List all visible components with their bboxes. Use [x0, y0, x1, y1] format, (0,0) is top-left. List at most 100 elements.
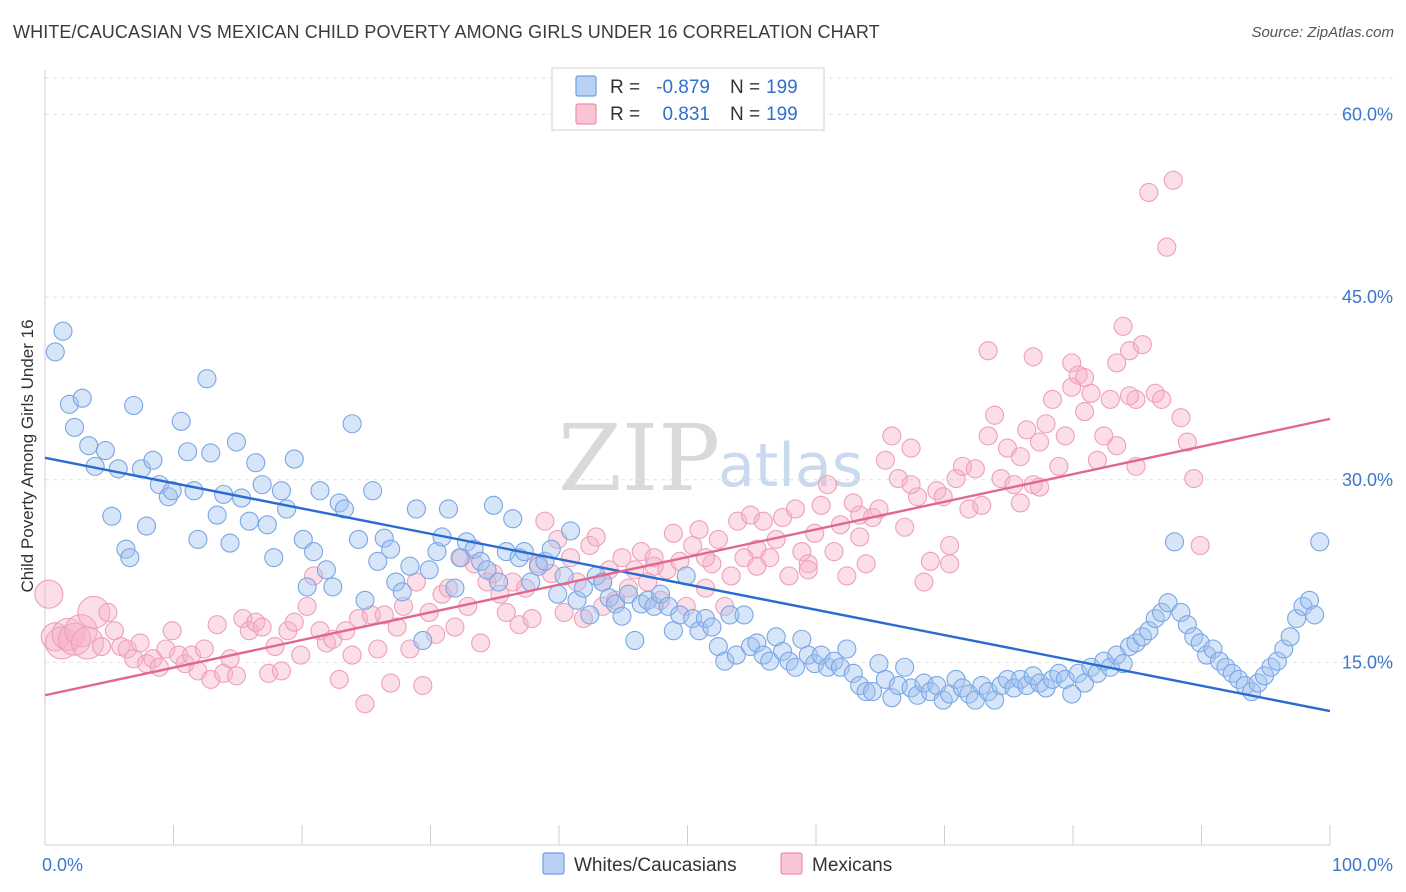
- trend-lines: [44, 417, 1331, 713]
- legend-n-value: 199: [766, 104, 798, 125]
- mexican-point: [721, 566, 741, 586]
- legend-frame: [551, 67, 825, 131]
- white-point: [1139, 621, 1159, 641]
- white-point: [136, 516, 157, 536]
- white-point: [554, 566, 574, 586]
- whites-points: [45, 321, 1330, 710]
- white-point: [413, 630, 433, 651]
- gridlines: [45, 77, 1395, 663]
- mexican-point: [220, 649, 240, 669]
- white-point: [207, 505, 227, 525]
- white-point: [715, 651, 735, 671]
- mexican-point: [252, 617, 272, 637]
- mexican-point: [284, 612, 304, 632]
- white-point: [1310, 532, 1330, 552]
- white-point: [489, 572, 509, 592]
- mexican-point: [805, 523, 825, 543]
- mexican-point: [1030, 432, 1050, 452]
- mexican-point: [1171, 408, 1191, 428]
- white-point: [528, 556, 548, 576]
- mexican-point: [1100, 389, 1120, 409]
- y-tick-label: 60.0%: [1342, 105, 1393, 125]
- white-point: [271, 481, 291, 501]
- white-point: [1287, 609, 1307, 629]
- white-point: [178, 442, 198, 462]
- mexican-point: [1010, 447, 1030, 467]
- bottom-legend-label: Whites/Caucasians: [574, 855, 737, 876]
- mexican-point: [445, 617, 465, 637]
- legend-box: R = -0.879 N = 199 R = 0.831 N = 199: [551, 67, 825, 131]
- white-point: [143, 450, 163, 470]
- mexican-point: [946, 468, 966, 489]
- mexican-point: [1177, 432, 1197, 452]
- white-point: [650, 584, 671, 604]
- white-point: [386, 572, 406, 592]
- mexican-point: [824, 542, 844, 562]
- mexican-point: [850, 527, 870, 547]
- mexican-point: [818, 475, 838, 495]
- mexican-point: [149, 657, 169, 677]
- white-point: [246, 453, 266, 473]
- white-point: [773, 641, 793, 661]
- white-point: [1119, 637, 1140, 657]
- mexican-point: [387, 617, 407, 637]
- mexican-point: [58, 622, 92, 656]
- white-point: [1023, 666, 1043, 686]
- mexican-point: [381, 673, 401, 693]
- white-point: [580, 605, 600, 625]
- legend-n-value: 199: [766, 77, 798, 98]
- mexican-point: [1107, 436, 1127, 456]
- bottom-legend-swatch-blue: [542, 852, 565, 875]
- white-point: [702, 617, 722, 637]
- white-point: [108, 459, 128, 479]
- white-point: [734, 605, 754, 625]
- white-point: [1171, 602, 1191, 623]
- white-point: [901, 678, 921, 698]
- white-point: [1113, 654, 1133, 674]
- white-point: [277, 499, 297, 519]
- white-point: [1299, 590, 1319, 610]
- mexican-point: [1190, 535, 1210, 556]
- white-point: [406, 499, 426, 519]
- white-point: [618, 584, 638, 604]
- legend-swatch-pink: [575, 103, 597, 125]
- mexican-point: [1049, 456, 1069, 476]
- mexican-point: [1055, 426, 1075, 446]
- mexican-point: [779, 566, 799, 586]
- white-point: [381, 539, 401, 559]
- white-point: [363, 481, 383, 501]
- white-point: [843, 663, 863, 683]
- mexican-point: [1152, 389, 1172, 409]
- mexican-point: [612, 548, 632, 568]
- white-point: [1152, 602, 1172, 623]
- white-point: [310, 481, 330, 501]
- mexicans-trend-line: [44, 417, 1331, 697]
- white-point: [1267, 651, 1287, 671]
- mexican-point: [1132, 335, 1152, 355]
- white-point: [392, 582, 412, 602]
- mexican-point: [561, 548, 581, 568]
- white-point: [689, 621, 709, 641]
- white-point: [785, 657, 805, 677]
- mexican-point: [77, 595, 111, 630]
- white-point: [226, 432, 247, 452]
- mexican-point: [785, 499, 805, 519]
- mexican-point: [535, 511, 555, 531]
- white-point: [197, 369, 217, 389]
- white-point: [201, 443, 221, 463]
- y-tick-label: 30.0%: [1342, 470, 1393, 490]
- mexican-point: [1062, 353, 1082, 373]
- white-point: [625, 630, 645, 651]
- mexican-point: [907, 487, 928, 507]
- bottom-legend-label: Mexicans: [812, 855, 892, 876]
- mexican-point: [1113, 316, 1133, 336]
- white-point: [374, 528, 394, 548]
- white-point: [220, 533, 240, 553]
- mexican-point: [985, 405, 1005, 425]
- mexican-point: [1010, 493, 1030, 513]
- white-point: [1280, 627, 1300, 647]
- white-point: [503, 509, 523, 529]
- x-tick-label: 100.0%: [1332, 855, 1393, 875]
- mexican-point: [1157, 237, 1177, 257]
- mexican-point: [940, 535, 960, 556]
